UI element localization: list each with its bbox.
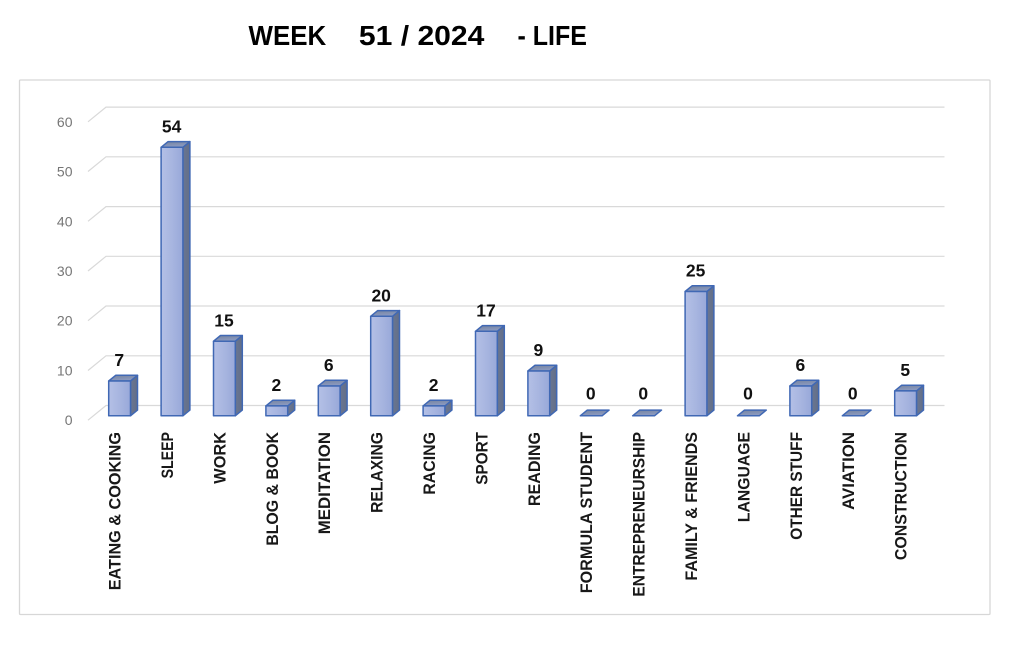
svg-text:20: 20	[57, 313, 73, 329]
svg-text:LANGUAGE: LANGUAGE	[734, 432, 753, 522]
svg-text:EATING & COOKING: EATING & COOKING	[106, 432, 125, 590]
svg-text:CONSTRUCTION: CONSTRUCTION	[892, 432, 911, 560]
svg-text:25: 25	[686, 261, 706, 281]
svg-text:2: 2	[429, 375, 439, 395]
svg-text:9: 9	[534, 340, 544, 360]
svg-text:ENTREPRENEURSHIP: ENTREPRENEURSHIP	[630, 432, 649, 597]
svg-text:30: 30	[57, 263, 73, 279]
svg-text:MEDITATION: MEDITATION	[315, 432, 334, 534]
svg-text:54: 54	[162, 117, 182, 137]
svg-text:FORMULA STUDENT: FORMULA STUDENT	[577, 431, 596, 593]
svg-text:5: 5	[900, 360, 910, 380]
svg-text:17: 17	[476, 301, 495, 321]
svg-text:6: 6	[796, 355, 806, 375]
svg-text:50: 50	[57, 164, 73, 180]
svg-text:40: 40	[57, 213, 73, 229]
svg-text:SPORT: SPORT	[472, 431, 491, 484]
svg-text:6: 6	[324, 355, 334, 375]
svg-text:BLOG & BOOK: BLOG & BOOK	[263, 432, 282, 546]
svg-text:READING: READING	[525, 432, 544, 506]
svg-text:15: 15	[214, 310, 234, 330]
svg-text:AVIATION: AVIATION	[839, 432, 858, 510]
svg-text:7: 7	[114, 350, 124, 370]
svg-text:0: 0	[743, 384, 753, 404]
svg-text:RELAXING: RELAXING	[368, 432, 387, 513]
svg-text:60: 60	[57, 114, 73, 130]
svg-text:10: 10	[57, 363, 73, 379]
svg-text:0: 0	[586, 384, 596, 404]
svg-text:20: 20	[371, 286, 391, 306]
svg-text:WORK: WORK	[210, 432, 229, 484]
svg-text:0: 0	[638, 384, 648, 404]
svg-text:SLEEP: SLEEP	[158, 432, 177, 478]
svg-text:0: 0	[848, 384, 858, 404]
svg-text:FAMILY & FRIENDS: FAMILY & FRIENDS	[682, 432, 701, 581]
svg-text:RACING: RACING	[420, 432, 439, 495]
svg-text:OTHER STUFF: OTHER STUFF	[787, 432, 806, 540]
svg-text:0: 0	[65, 412, 73, 428]
svg-text:2: 2	[272, 375, 282, 395]
